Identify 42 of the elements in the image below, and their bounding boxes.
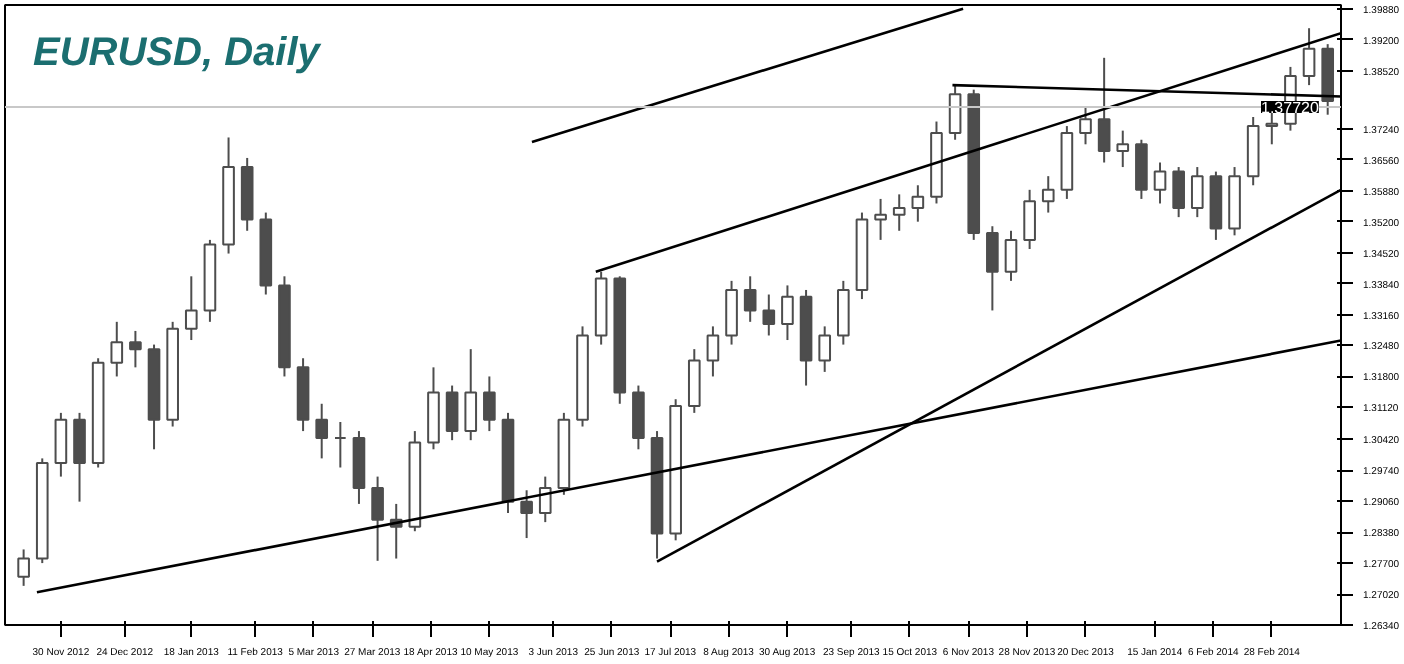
candlestick: [315, 402, 329, 460]
candlestick: [464, 348, 478, 442]
candlestick: [371, 475, 384, 562]
candlestick: [911, 184, 925, 223]
candlestick: [687, 348, 701, 414]
candlestick: [892, 193, 906, 232]
candlestick: [743, 275, 757, 323]
candlestick: [1153, 161, 1167, 205]
candlestick: [1004, 229, 1018, 282]
candlestick: [948, 84, 962, 141]
candlestick: [837, 279, 850, 346]
candlestick: [129, 329, 142, 369]
candlestick: [874, 197, 887, 241]
candlestick: [762, 293, 776, 337]
candlestick: [818, 325, 832, 373]
candlestick: [17, 548, 30, 587]
candlestick: [725, 279, 738, 346]
candlestick: [986, 225, 999, 312]
candlestick: [1079, 106, 1092, 146]
candlestick: [1172, 166, 1185, 219]
candlestick: [1023, 188, 1036, 250]
ref-line-label: 1.37720: [1261, 98, 1320, 117]
candlestick: [73, 411, 86, 503]
candlestick: [706, 325, 720, 378]
candlestick: [483, 375, 496, 433]
candlestick: [1265, 111, 1279, 146]
candlestick: [781, 284, 794, 342]
candlestick: [538, 475, 552, 524]
text: EURUSD, Daily: [33, 31, 322, 75]
candlestick: [632, 384, 645, 451]
candlestick: [54, 411, 68, 478]
candlestick: [1302, 27, 1316, 87]
candlestick: [110, 320, 124, 378]
candlestick: [1041, 175, 1055, 214]
candlestick: [184, 275, 198, 342]
candlestick: [1097, 56, 1111, 164]
candlestick: [334, 420, 347, 469]
candlestick: [520, 489, 533, 540]
candlestick: [1190, 166, 1204, 219]
candlestick: [1116, 129, 1130, 169]
candlestick: [445, 384, 459, 442]
candlestick: [1135, 138, 1148, 200]
